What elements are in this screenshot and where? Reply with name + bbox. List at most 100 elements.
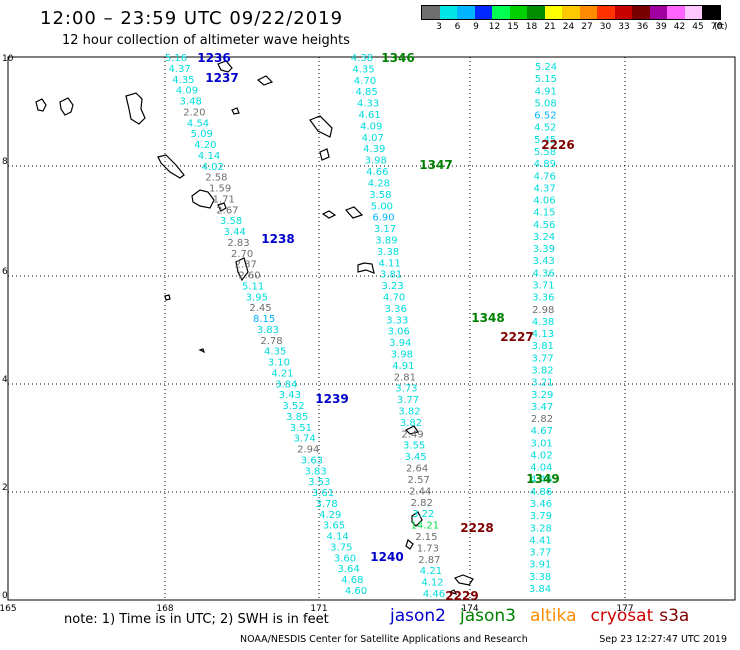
wave-height-value: 3.61	[312, 488, 334, 499]
legend-swatch	[509, 6, 527, 19]
legend-swatch	[649, 6, 667, 19]
wave-height-value: 4.38	[351, 53, 373, 64]
island-outline	[309, 115, 333, 138]
wave-height-value: 4.02	[202, 162, 224, 173]
legend-swatch	[614, 6, 632, 19]
x-tick-label: 171	[310, 604, 327, 614]
wave-height-value: 3.51	[290, 423, 312, 434]
pass-id-label: 2226	[541, 138, 574, 152]
pass-id-label: 1239	[315, 392, 348, 406]
wave-height-value: 4.04	[530, 463, 552, 474]
pass-id-label: 1240	[370, 550, 403, 564]
wave-height-value: 8.15	[253, 314, 275, 325]
wave-height-value: 2.87	[418, 555, 440, 566]
x-tick-label: 165	[0, 604, 17, 614]
pass-id-label: 1349	[526, 472, 559, 486]
wave-height-value: 5.00	[371, 201, 393, 212]
wave-height-value: 4.09	[360, 121, 382, 132]
island-outline	[448, 589, 458, 596]
legend-label: 70	[710, 22, 723, 32]
wave-height-value: 3.77	[532, 353, 554, 364]
wave-height-value: 3.58	[369, 190, 391, 201]
wave-height-value: 3.82	[400, 418, 422, 429]
satellite-legend: jason2 jason3 altika cryosat s3a	[390, 606, 703, 626]
wave-height-value: 3.01	[531, 438, 553, 449]
legend-swatch	[492, 6, 510, 19]
legend-swatch	[544, 6, 562, 19]
wave-height-value: 3.28	[530, 523, 552, 534]
island-outline	[35, 98, 47, 112]
legend-label: 36	[636, 22, 649, 32]
wave-height-value: 4.39	[363, 144, 385, 155]
wave-height-value: 4.07	[362, 133, 384, 144]
wave-height-value: 4.46	[530, 475, 552, 486]
wave-height-value: 3.85	[286, 412, 308, 423]
wave-height-value: 4.91	[535, 86, 557, 97]
wave-height-value: 3.73	[395, 384, 417, 395]
wave-height-value: 5.16	[165, 53, 187, 64]
legend-label: 6	[454, 22, 461, 32]
island-outline	[405, 538, 414, 550]
wave-height-value: 3.94	[389, 338, 411, 349]
wave-height-value: 2.83	[227, 238, 249, 249]
x-tick-label: 168	[156, 604, 173, 614]
legend-label: 39	[655, 22, 667, 32]
wave-height-value: 3.63	[301, 455, 323, 466]
timestamp-text: Sep 23 12:27:47 UTC 2019	[599, 634, 727, 645]
wave-height-value: 3.21	[531, 378, 553, 389]
wave-height-value: 4.21	[271, 368, 293, 379]
pass-id-label: 1237	[205, 71, 238, 85]
wave-height-value: 4.09	[176, 86, 198, 97]
island-outline	[217, 202, 227, 212]
legend-swatch	[579, 6, 597, 19]
legend-swatch	[527, 6, 545, 19]
wave-height-value: 3.06	[388, 327, 410, 338]
wave-height-value: 3.77	[529, 548, 551, 559]
wave-height-value: 3.36	[385, 304, 407, 315]
wave-height-value: 4.21	[420, 566, 442, 577]
wave-height-value: 5.15	[535, 74, 557, 85]
legend-unit: (ft)	[714, 22, 728, 32]
wave-height-value: 4.68	[341, 575, 363, 586]
wave-height-value: 4.41	[529, 535, 551, 546]
wave-height-value: 4.06	[533, 196, 555, 207]
legend-swatch	[457, 6, 475, 19]
wave-height-value: 3.83	[257, 325, 279, 336]
wave-height-value: 3.91	[529, 560, 551, 571]
wave-height-value: 3.77	[397, 395, 419, 406]
wave-height-value: 2.98	[532, 305, 554, 316]
wave-height-value: 2.60	[238, 271, 260, 282]
legend-swatch	[702, 6, 720, 19]
wave-height-value: 4.33	[357, 99, 379, 110]
page-title: 12:00 – 23:59 UTC 09/22/2019	[40, 8, 344, 29]
legend-swatch	[422, 6, 440, 19]
wave-height-value: 3.89	[375, 235, 397, 246]
pass-id-label: 2229	[445, 589, 478, 603]
wave-height-value: 1.73	[417, 543, 439, 554]
wave-height-value: 3.58	[220, 216, 242, 227]
wave-height-value: 2.49	[401, 429, 423, 440]
wave-height-value: 3.83	[304, 466, 326, 477]
wave-height-value: 4.37	[169, 64, 191, 75]
wave-height-value: 4.15	[533, 208, 555, 219]
island-outline	[164, 294, 171, 301]
wave-height-value: 3.24	[533, 232, 555, 243]
color-legend: 3 6 9 12 15 18 21 24 27 30 33 36 39 42 45 70	[421, 5, 722, 32]
wave-height-value: 4.35	[264, 347, 286, 358]
wave-height-value: 4.02	[530, 450, 552, 461]
wave-height-value: 3.60	[334, 553, 356, 564]
wave-height-value: 4.29	[319, 510, 341, 521]
wave-height-value: 4.67	[531, 426, 553, 437]
wave-height-value: 2.20	[183, 107, 205, 118]
wave-height-value: 4.12	[421, 578, 443, 589]
y-tick-label: 4	[2, 375, 8, 385]
legend-swatch	[562, 6, 580, 19]
wave-height-value: 3.55	[403, 441, 425, 452]
legend-labels: 3 6 9 12 15 18 21 24 27 30 33 36 39 42 45 70	[421, 22, 740, 36]
island-outline	[125, 92, 146, 125]
wave-height-value: 3.23	[382, 281, 404, 292]
wave-height-value: 3.53	[308, 477, 330, 488]
wave-height-value: 2.45	[249, 303, 271, 314]
wave-height-value: 3.39	[533, 244, 555, 255]
wave-height-value: 3.43	[279, 390, 301, 401]
